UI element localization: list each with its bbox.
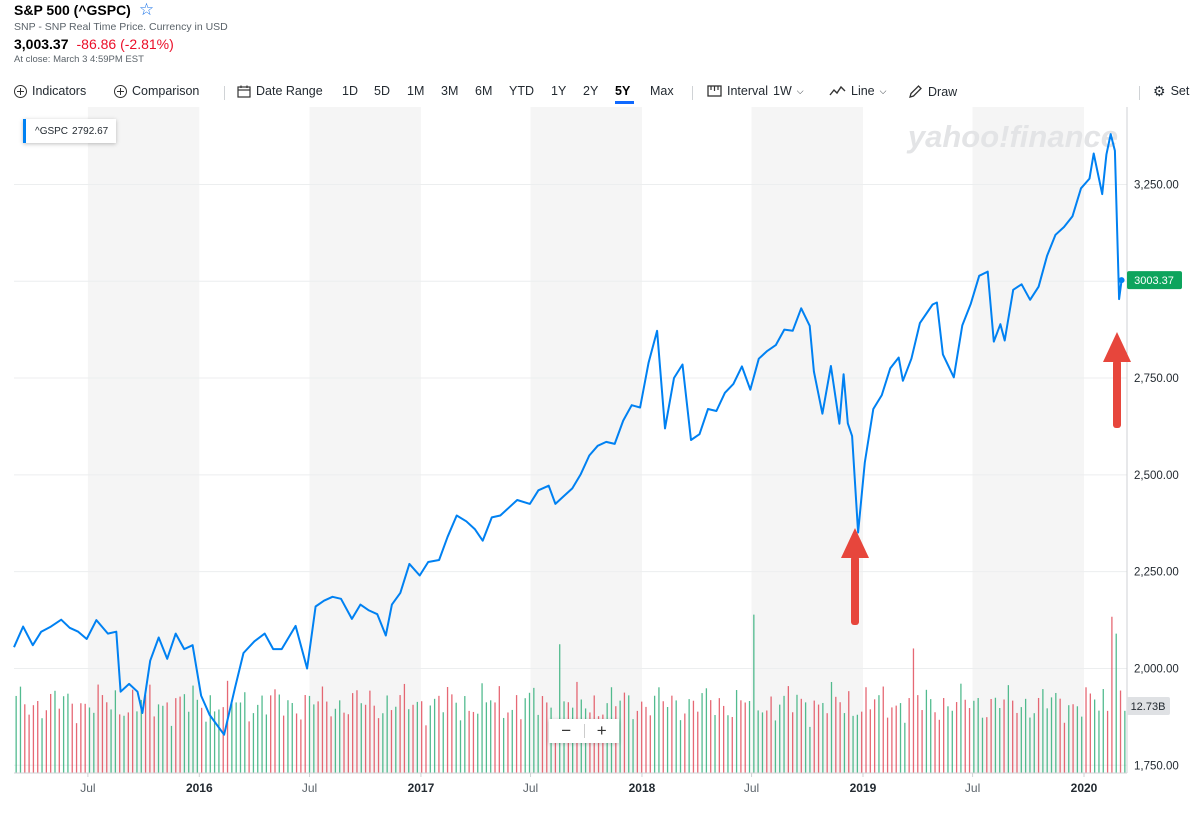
x-tick-label: 2016 bbox=[186, 781, 213, 795]
pencil-icon bbox=[909, 85, 922, 98]
range-2y[interactable]: 2Y bbox=[583, 84, 599, 98]
grid-lines bbox=[14, 183, 1127, 766]
plus-circle-icon bbox=[14, 84, 27, 98]
zoom-divider bbox=[583, 724, 585, 738]
y-tick-label: 2,000.00 bbox=[1134, 663, 1179, 675]
volume-value: 12.73B bbox=[1131, 701, 1166, 713]
chevron-down-icon: ⌵ bbox=[796, 85, 804, 96]
active-range-indicator bbox=[615, 101, 634, 104]
price-line bbox=[13, 133, 1123, 736]
range-6m[interactable]: 6M bbox=[475, 84, 493, 98]
quote-price: 3,003.37 bbox=[14, 36, 69, 52]
toolbar-divider bbox=[224, 86, 225, 100]
gear-icon: ⚙ bbox=[1153, 83, 1166, 99]
comparison-button[interactable]: Comparison bbox=[114, 84, 199, 98]
x-tick-label: Jul bbox=[523, 781, 538, 795]
y-tick-label: 2,250.00 bbox=[1134, 567, 1179, 579]
chevron-down-icon: ⌵ bbox=[879, 85, 887, 96]
draw-label: Draw bbox=[928, 84, 958, 99]
x-tick-label: Jul bbox=[302, 781, 317, 795]
chart-type-label: Line bbox=[851, 84, 875, 98]
range-1m[interactable]: 1M bbox=[407, 84, 425, 98]
toolbar-divider bbox=[1139, 86, 1140, 100]
chart-type-dropdown[interactable]: Line ⌵ bbox=[829, 84, 886, 98]
interval-dropdown[interactable]: Interval 1W ⌵ bbox=[707, 84, 804, 98]
range-3m[interactable]: 3M bbox=[441, 84, 459, 98]
x-tick-label: 2018 bbox=[629, 781, 656, 795]
arrow-shaft bbox=[851, 556, 859, 625]
chart-toolbar: Indicators Comparison Date Range 1D 5D 1… bbox=[0, 80, 1192, 104]
date-range-button[interactable]: Date Range bbox=[237, 84, 323, 98]
arrow-head bbox=[841, 528, 869, 558]
quote-title: S&P 500 (^GSPC) bbox=[14, 2, 131, 18]
range-5y[interactable]: 5Y bbox=[615, 84, 631, 98]
year-bands bbox=[87, 107, 1085, 773]
x-tick-label: 2019 bbox=[850, 781, 877, 795]
star-icon[interactable]: ☆ bbox=[138, 0, 155, 19]
range-1d[interactable]: 1D bbox=[342, 84, 358, 98]
quote-change: -86.86 (-2.81%) bbox=[76, 36, 174, 52]
comparison-label: Comparison bbox=[132, 84, 200, 98]
plus-circle-icon bbox=[114, 84, 127, 98]
x-tick-label: Jul bbox=[744, 781, 759, 795]
interval-ruler-icon bbox=[707, 85, 722, 97]
arrow-head bbox=[1103, 332, 1131, 362]
arrow-shaft bbox=[1113, 360, 1121, 428]
x-tick-label: 2020 bbox=[1071, 781, 1098, 795]
series-legend[interactable]: ^GSPC 2792.67 bbox=[23, 119, 117, 143]
interval-value: 1W bbox=[773, 84, 792, 98]
legend-value: 2792.67 bbox=[72, 125, 109, 137]
volume-bars bbox=[15, 614, 1126, 773]
last-point-marker bbox=[1118, 277, 1125, 284]
range-max[interactable]: Max bbox=[650, 84, 674, 98]
close-time: At close: March 3 4:59PM EST bbox=[14, 54, 144, 65]
shaded-band bbox=[751, 107, 863, 773]
line-chart-icon bbox=[829, 85, 846, 96]
date-range-label: Date Range bbox=[256, 84, 323, 98]
current-price-tag: 3003.37 bbox=[1127, 271, 1182, 290]
indicators-button[interactable]: Indicators bbox=[14, 84, 86, 98]
x-tick-label: Jul bbox=[80, 781, 95, 795]
shaded-band bbox=[972, 107, 1085, 773]
zoom-in-button[interactable]: + bbox=[596, 721, 607, 740]
settings-button[interactable]: ⚙ Set bbox=[1153, 84, 1189, 98]
shaded-band bbox=[530, 107, 642, 773]
settings-label: Set bbox=[1170, 84, 1190, 98]
y-tick-label: 1,750.00 bbox=[1134, 760, 1179, 772]
quote-subtitle: SNP - SNP Real Time Price. Currency in U… bbox=[14, 21, 228, 33]
draw-button[interactable]: Draw bbox=[908, 84, 957, 99]
y-tick-label: 3,250.00 bbox=[1134, 179, 1179, 191]
y-axis-ticks: 3,250.003,000.002,750.002,500.002,250.00… bbox=[1134, 179, 1179, 772]
interval-label: Interval bbox=[727, 84, 768, 98]
annotation-arrows bbox=[841, 332, 1131, 625]
red-arrow-annotation bbox=[841, 528, 869, 625]
x-tick-label: Jul bbox=[965, 781, 980, 795]
shaded-band bbox=[309, 107, 421, 773]
yahoo-finance-watermark: yahoo!finance bbox=[906, 119, 1118, 154]
quote-header: S&P 500 (^GSPC) ☆ SNP - SNP Real Time Pr… bbox=[14, 0, 228, 65]
x-tick-label: 2017 bbox=[408, 781, 435, 795]
x-axis-ticks: Jul 2016 Jul 2017 Jul 2018 Jul 2019 Jul 2020 bbox=[80, 773, 1098, 795]
y-tick-label: 2,750.00 bbox=[1134, 373, 1179, 385]
range-5d[interactable]: 5D bbox=[374, 84, 390, 98]
y-tick-label: 2,500.00 bbox=[1134, 470, 1179, 482]
current-price-value: 3003.37 bbox=[1134, 275, 1174, 287]
toolbar-divider bbox=[692, 86, 693, 100]
range-ytd[interactable]: YTD bbox=[509, 84, 534, 98]
legend-symbol: ^GSPC bbox=[35, 125, 69, 137]
zoom-out-button[interactable]: − bbox=[561, 721, 572, 740]
red-arrow-annotation bbox=[1103, 332, 1131, 428]
range-1y[interactable]: 1Y bbox=[551, 84, 567, 98]
volume-tag: 12.73B bbox=[1127, 697, 1170, 715]
calendar-icon bbox=[237, 85, 251, 98]
indicators-label: Indicators bbox=[32, 84, 87, 98]
shaded-band bbox=[87, 107, 200, 773]
zoom-control: − + bbox=[549, 719, 619, 743]
